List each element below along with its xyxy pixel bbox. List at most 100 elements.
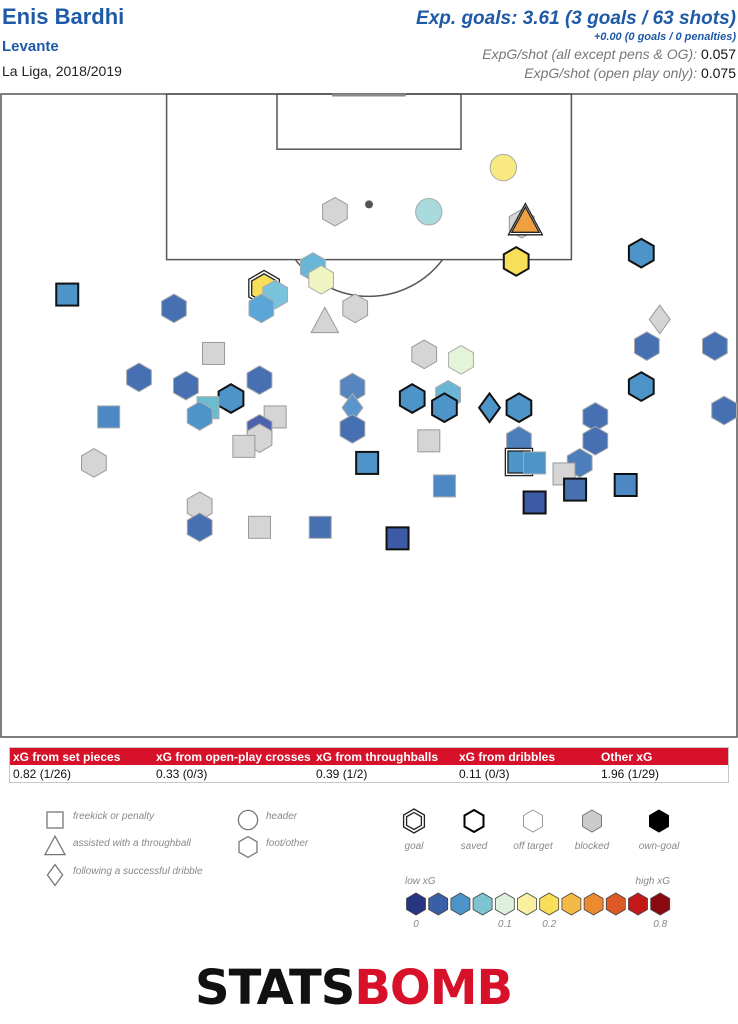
legend-outcome-label-4: own-goal bbox=[639, 841, 680, 852]
shot-marker-11 bbox=[248, 293, 275, 324]
shot-marker-2 bbox=[415, 198, 443, 226]
shot-marker-60 bbox=[308, 515, 332, 539]
shot-marker-56 bbox=[522, 490, 547, 515]
legend: freekick or penalty assisted with a throu… bbox=[43, 808, 680, 930]
shot-marker-48 bbox=[355, 450, 380, 475]
table-value-cell: 0.11 (0/3) bbox=[459, 767, 510, 781]
legend-scale-swatch-10 bbox=[628, 892, 648, 916]
legend-scale-tick: 0 bbox=[413, 919, 419, 930]
shot-marker-39 bbox=[711, 395, 737, 426]
legend-label-square: freekick or penalty bbox=[73, 811, 155, 822]
shot-marker-35 bbox=[186, 401, 213, 431]
shot-marker-16 bbox=[648, 304, 671, 335]
competition-label: La Liga, 2018/2019 bbox=[2, 63, 122, 79]
table-header-cell: xG from throughballs bbox=[316, 750, 439, 764]
shot-marker-50 bbox=[523, 451, 547, 475]
legend-scale-swatch-8 bbox=[583, 892, 604, 916]
expected-goals-title: Exp. goals: 3.61 (3 goals / 63 shots) bbox=[416, 8, 736, 29]
legend-scale-tick: 0.2 bbox=[542, 919, 556, 930]
legend-label-hexagon: foot/other bbox=[266, 838, 309, 849]
legend-outcome-label-0: goal bbox=[405, 841, 425, 852]
shot-marker-54 bbox=[563, 477, 588, 502]
legend-scale-high: high xG bbox=[636, 876, 671, 887]
penalty-spot bbox=[365, 200, 373, 209]
shot-marker-14 bbox=[310, 306, 340, 334]
legend-label-circle: header bbox=[266, 811, 298, 822]
shot-marker-21 bbox=[448, 345, 474, 375]
shot-marker-12 bbox=[161, 293, 187, 324]
shot-marker-8 bbox=[308, 264, 334, 295]
shot-marker-45 bbox=[582, 425, 609, 456]
shot-marker-40 bbox=[339, 414, 366, 444]
shot-marker-36 bbox=[97, 405, 121, 429]
xg-breakdown-table: xG from set pieces xG from open-play cros… bbox=[9, 747, 729, 783]
legend-shape-triangle bbox=[43, 834, 67, 856]
shot-marker-31 bbox=[431, 392, 458, 424]
legend-label-triangle: assisted with a throughball bbox=[73, 838, 192, 849]
table-header-cell: xG from open-play crosses bbox=[156, 750, 311, 764]
shot-marker-19 bbox=[202, 341, 226, 365]
legend-scale-swatch-4 bbox=[494, 892, 515, 916]
legend-scale-tick: 0.8 bbox=[653, 919, 667, 930]
header-left: Enis Bardhi Levante La Liga, 2018/2019 bbox=[2, 4, 124, 79]
shot-marker-59 bbox=[248, 515, 272, 539]
logo-part-bomb: BOMB bbox=[354, 960, 513, 1016]
xg-per-shot-all-label: ExpG/shot (all except pens & OG): bbox=[482, 46, 698, 62]
legend-scale-low: low xG bbox=[405, 876, 436, 887]
xg-per-shot-all: ExpG/shot (all except pens & OG): 0.057 bbox=[416, 46, 736, 62]
shot-marker-53 bbox=[432, 474, 456, 498]
shots-layer bbox=[55, 153, 737, 551]
legend-scale-swatch-6 bbox=[539, 892, 560, 916]
legend-scale-swatch-7 bbox=[561, 892, 582, 916]
header-right: Exp. goals: 3.61 (3 goals / 63 shots) +0… bbox=[416, 8, 736, 81]
statsbomb-logo: STATSBOMB bbox=[195, 960, 513, 1016]
table-header-cell: xG from set pieces bbox=[13, 750, 121, 764]
shot-marker-46 bbox=[232, 434, 256, 458]
shot-marker-20 bbox=[411, 339, 438, 370]
shot-marker-15 bbox=[55, 282, 80, 307]
shot-marker-32 bbox=[477, 391, 502, 424]
table-header-cell: Other xG bbox=[601, 750, 653, 764]
shot-marker-47 bbox=[81, 448, 107, 478]
table-value-cell: 0.82 (1/26) bbox=[13, 767, 72, 781]
legend-outcome-3 bbox=[582, 809, 602, 833]
legend-outcome-2 bbox=[523, 809, 543, 833]
shot-marker-26 bbox=[627, 371, 655, 403]
shot-marker-28 bbox=[217, 383, 245, 414]
shot-marker-61 bbox=[385, 526, 410, 551]
shot-marker-58 bbox=[186, 512, 213, 543]
xg-per-shot-open-label: ExpG/shot (open play only): bbox=[524, 65, 698, 81]
shot-marker-5 bbox=[502, 245, 530, 277]
shot-marker-55 bbox=[613, 473, 638, 497]
table-value-cell: 0.33 (0/3) bbox=[156, 767, 208, 781]
shot-marker-17 bbox=[634, 331, 660, 361]
table-header-cell: xG from dribbles bbox=[459, 750, 556, 764]
shot-marker-6 bbox=[627, 237, 655, 269]
legend-shape-diamond bbox=[46, 863, 64, 887]
legend-outcome-label-3: blocked bbox=[575, 841, 610, 852]
logo-part-stats: STATS bbox=[195, 960, 355, 1016]
legend-shape-square bbox=[46, 811, 64, 829]
xg-per-shot-all-value: 0.057 bbox=[700, 46, 736, 62]
legend-shape-circle bbox=[237, 809, 259, 831]
shot-map bbox=[0, 93, 738, 738]
shot-marker-29 bbox=[398, 383, 426, 414]
legend-outcome-label-2: off target bbox=[513, 841, 554, 852]
table-value-cell: 1.96 (1/29) bbox=[601, 767, 660, 781]
table-header-row: xG from set pieces xG from open-play cros… bbox=[10, 748, 728, 765]
shot-marker-33 bbox=[505, 392, 533, 424]
legend-scale-tick: 0.1 bbox=[498, 919, 512, 930]
legend-scale-swatch-1 bbox=[428, 892, 449, 916]
legend-scale-swatch-3 bbox=[472, 892, 493, 916]
legend-outcome-1 bbox=[463, 808, 485, 834]
table-value-cell: 0.39 (1/2) bbox=[316, 767, 368, 781]
xg-per-shot-open-value: 0.075 bbox=[700, 65, 736, 81]
player-name: Enis Bardhi bbox=[2, 4, 125, 29]
shot-marker-43 bbox=[417, 429, 441, 453]
penalties-line: +0.00 (0 goals / 0 penalties) bbox=[593, 31, 736, 43]
xg-per-shot-open: ExpG/shot (open play only): 0.075 bbox=[416, 65, 736, 81]
shot-marker-13 bbox=[342, 293, 369, 324]
shot-marker-1 bbox=[322, 196, 348, 227]
shot-marker-23 bbox=[246, 365, 273, 395]
legend-outcome-label-1: saved bbox=[461, 841, 488, 852]
